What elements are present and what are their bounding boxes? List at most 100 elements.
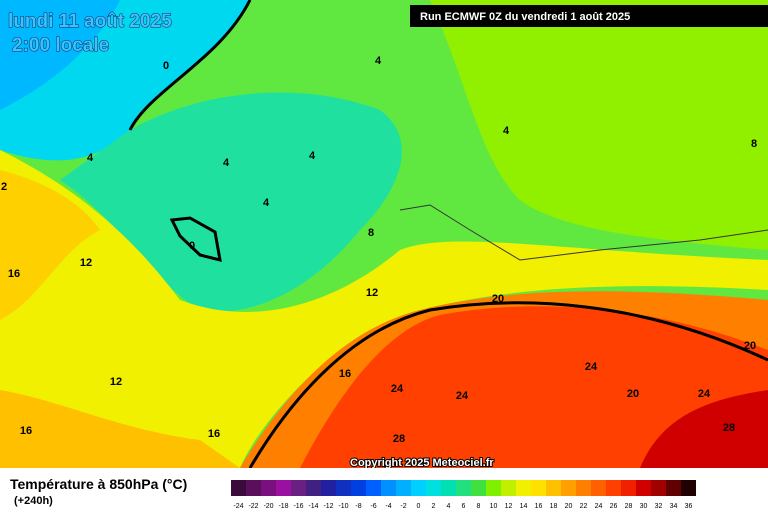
scale-tick: -2 — [400, 503, 406, 510]
scale-tick: 36 — [685, 503, 693, 510]
contour-label: 20 — [492, 293, 504, 305]
scale-tick: -24 — [233, 503, 243, 510]
scale-swatch — [411, 480, 426, 496]
scale-tick: 4 — [447, 503, 451, 510]
scale-swatch — [561, 480, 576, 496]
scale-swatch — [261, 480, 276, 496]
scale-tick: -16 — [293, 503, 303, 510]
scale-swatch — [381, 480, 396, 496]
contour-label: 20 — [744, 340, 756, 352]
scale-swatch — [441, 480, 456, 496]
scale-swatch — [336, 480, 351, 496]
contour-label: 16 — [208, 428, 220, 440]
contour-label: 24 — [698, 388, 711, 400]
contour-label: 4 — [223, 157, 230, 169]
scale-tick: -4 — [385, 503, 391, 510]
scale-swatch — [306, 480, 321, 496]
scale-swatch — [231, 480, 246, 496]
scale-tick: 28 — [625, 503, 633, 510]
scale-tick: 20 — [565, 503, 573, 510]
legend-title: Température à 850hPa (°C) — [10, 476, 187, 492]
contour-label: 0 — [189, 240, 195, 252]
contour-label: 2 — [1, 181, 7, 193]
scale-swatch — [456, 480, 471, 496]
scale-tick: 0 — [417, 503, 421, 510]
scale-tick: -10 — [338, 503, 348, 510]
scale-swatch — [501, 480, 516, 496]
contour-label: 24 — [391, 383, 404, 395]
scale-tick: -20 — [263, 503, 273, 510]
copyright: Copyright 2025 Meteociel.fr — [350, 457, 494, 469]
scale-swatch — [546, 480, 561, 496]
scale-tick: -6 — [370, 503, 376, 510]
contour-label: 4 — [309, 150, 316, 162]
scale-tick: 10 — [490, 503, 498, 510]
scale-swatch — [351, 480, 366, 496]
scale-tick: 34 — [670, 503, 678, 510]
contour-label: 20 — [627, 388, 639, 400]
contour-label: 24 — [585, 361, 598, 373]
contour-label: 16 — [8, 268, 20, 280]
color-scale: -24 -22 -20 -18 -16 -14 -12 -10 -8 -6 -4 -2 0 2 4 6 8 10 1… — [231, 480, 696, 510]
scale-swatch — [666, 480, 681, 496]
contour-label: 16 — [339, 368, 351, 380]
scale-tick: -14 — [308, 503, 318, 510]
scale-swatch — [321, 480, 336, 496]
scale-swatch — [576, 480, 591, 496]
run-box — [410, 5, 768, 27]
contour-label: 24 — [456, 390, 469, 402]
time-title: 2:00 locale — [12, 35, 109, 56]
contour-label: 8 — [368, 227, 374, 239]
scale-tick: 12 — [505, 503, 513, 510]
run-label: Run ECMWF 0Z du vendredi 1 août 2025 — [420, 11, 630, 23]
contour-label: 4 — [375, 55, 382, 67]
date-title: lundi 11 août 2025 — [8, 11, 172, 32]
scale-tick: -22 — [248, 503, 258, 510]
scale-swatch — [591, 480, 606, 496]
contour-label: 4 — [503, 125, 510, 137]
scale-tick: -12 — [323, 503, 333, 510]
scale-swatch — [426, 480, 441, 496]
scale-swatch — [621, 480, 636, 496]
scale-tick: 32 — [655, 503, 663, 510]
scale-tick: 24 — [595, 503, 603, 510]
scale-tick: -18 — [278, 503, 288, 510]
contour-label: 8 — [751, 138, 757, 150]
scale-swatch — [606, 480, 621, 496]
scale-swatch — [516, 480, 531, 496]
contour-label: 28 — [723, 422, 735, 434]
map-background — [0, 0, 768, 469]
scale-tick: 22 — [580, 503, 588, 510]
scale-tick: 2 — [432, 503, 436, 510]
contour-label: 12 — [80, 257, 92, 269]
scale-swatch — [471, 480, 486, 496]
contour-label: 28 — [393, 433, 405, 445]
scale-swatch — [681, 480, 696, 496]
contour-label: 12 — [366, 287, 378, 299]
lead-time: (+240h) — [14, 495, 53, 507]
scale-tick: 26 — [610, 503, 618, 510]
contour-labels: 0 4 4 4 4 4 4 0 8 8 12 12 12 16 16 16 16 20 20 20 24 24 24 24 28… — [1, 55, 757, 445]
scale-swatch — [636, 480, 651, 496]
scale-tick: 14 — [520, 503, 528, 510]
contour-label: 16 — [20, 425, 32, 437]
scale-swatch — [651, 480, 666, 496]
scale-tick: 6 — [462, 503, 466, 510]
scale-swatch — [291, 480, 306, 496]
scale-tick: 18 — [550, 503, 558, 510]
scale-swatch — [246, 480, 261, 496]
contour-label: 0 — [163, 60, 169, 72]
scale-tick: 16 — [535, 503, 543, 510]
scale-swatch — [486, 480, 501, 496]
contour-label: 4 — [263, 197, 270, 209]
scale-tick: -8 — [355, 503, 361, 510]
scale-swatch — [366, 480, 381, 496]
scale-tick: 8 — [477, 503, 481, 510]
contour-label: 4 — [87, 152, 94, 164]
scale-swatch — [531, 480, 546, 496]
contour-label: 12 — [110, 376, 122, 388]
scale-swatch — [396, 480, 411, 496]
scale-tick: 30 — [640, 503, 648, 510]
scale-swatch — [276, 480, 291, 496]
